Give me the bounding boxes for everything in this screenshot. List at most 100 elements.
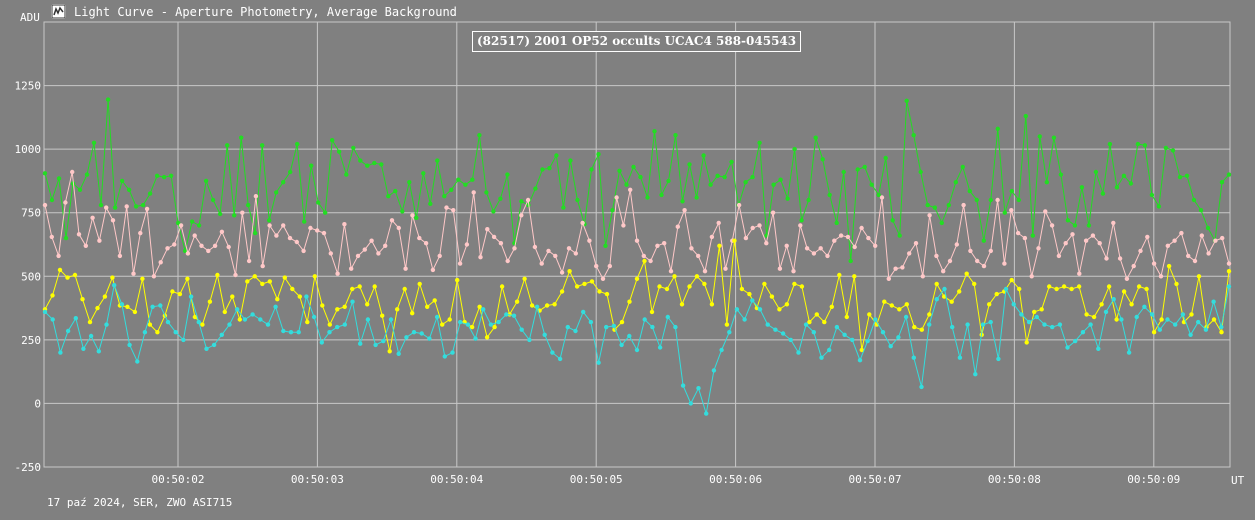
data-point (897, 307, 902, 312)
x-tick-label: 00:50:05 (570, 473, 623, 486)
data-point (645, 195, 650, 200)
data-point (125, 304, 130, 309)
data-point (575, 197, 580, 203)
data-point (1019, 312, 1024, 317)
data-point (890, 218, 895, 223)
data-point (117, 253, 123, 259)
data-point (365, 163, 370, 168)
data-point (934, 281, 939, 287)
data-point (1065, 218, 1071, 223)
data-point (192, 233, 197, 238)
data-point (389, 218, 395, 223)
data-point (1142, 143, 1148, 148)
data-point (97, 238, 102, 243)
data-point (196, 319, 201, 325)
data-point (844, 314, 849, 320)
data-point (544, 303, 550, 308)
data-point (819, 355, 824, 360)
data-point (253, 194, 259, 199)
data-point (1069, 286, 1074, 292)
data-point (961, 202, 966, 208)
data-point (522, 276, 527, 281)
data-point (682, 208, 687, 213)
data-point (425, 304, 430, 309)
x-tick-label: 00:50:06 (709, 473, 762, 486)
data-point (499, 284, 505, 289)
data-point (939, 220, 944, 226)
data-point (1192, 258, 1198, 264)
data-point (1191, 197, 1197, 203)
data-point (675, 224, 680, 229)
data-point (818, 246, 823, 251)
data-point (762, 281, 767, 287)
data-point (913, 241, 919, 246)
data-point (1090, 233, 1096, 238)
data-point (1061, 284, 1067, 289)
data-point (357, 284, 362, 289)
data-point (327, 330, 332, 335)
data-point (1088, 322, 1093, 327)
data-point (777, 266, 783, 271)
data-point (311, 314, 317, 320)
data-point (845, 234, 851, 240)
data-point (98, 202, 104, 208)
data-point (496, 319, 501, 325)
data-point (498, 241, 504, 246)
data-point (505, 258, 510, 264)
data-point (1002, 261, 1007, 266)
data-point (72, 272, 78, 278)
data-point (1166, 263, 1172, 269)
data-point (927, 322, 932, 327)
data-point (1219, 330, 1224, 335)
data-point (1121, 289, 1127, 294)
data-point (217, 211, 223, 217)
data-point (442, 194, 447, 199)
data-point (473, 336, 478, 341)
data-point (65, 328, 71, 334)
data-point (158, 260, 163, 265)
data-point (327, 322, 332, 327)
data-point (1103, 309, 1109, 315)
data-point (440, 322, 445, 327)
data-point (822, 319, 827, 325)
data-point (904, 302, 909, 307)
data-point (104, 322, 109, 327)
data-point (1142, 304, 1147, 309)
data-point (1057, 322, 1063, 327)
data-point (642, 258, 647, 264)
data-point (328, 251, 333, 256)
data-point (702, 269, 708, 274)
data-point (866, 235, 871, 241)
data-point (841, 169, 846, 175)
data-point (862, 164, 867, 170)
data-point (119, 302, 125, 307)
chart-icon[interactable] (51, 4, 66, 19)
data-point (757, 223, 762, 228)
data-point (589, 167, 594, 172)
data-point (883, 155, 888, 161)
data-point (232, 213, 237, 218)
data-point (1124, 276, 1130, 281)
data-point (750, 174, 755, 180)
data-point (1011, 302, 1016, 307)
data-point (56, 253, 61, 259)
data-point (428, 201, 433, 206)
data-point (554, 153, 559, 158)
data-point (859, 225, 864, 231)
data-point (404, 335, 409, 340)
data-point (403, 266, 408, 271)
data-point (1017, 286, 1022, 292)
data-point (456, 177, 461, 182)
data-point (1180, 312, 1186, 317)
data-point (1114, 317, 1119, 322)
data-point (796, 350, 801, 355)
data-point (896, 335, 901, 340)
data-point (267, 279, 272, 284)
data-point (732, 238, 737, 243)
data-point (294, 239, 299, 245)
data-point (1104, 256, 1109, 261)
data-point (704, 411, 709, 416)
data-point (996, 356, 1001, 362)
data-point (1126, 350, 1132, 355)
data-point (127, 342, 132, 348)
